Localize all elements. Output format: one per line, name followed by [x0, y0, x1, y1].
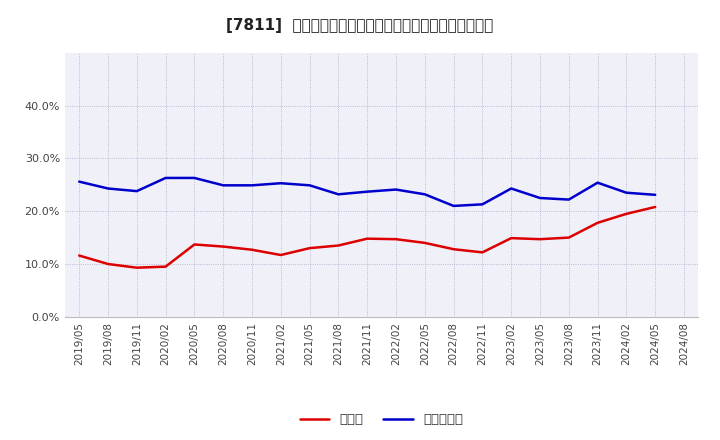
有利子負債 — [420, 192, 429, 197]
現預金 — [132, 265, 141, 270]
有利子負債 — [507, 186, 516, 191]
有利子負債 — [334, 192, 343, 197]
有利子負債 — [536, 195, 544, 201]
有利子負債 — [651, 192, 660, 198]
現預金 — [478, 250, 487, 255]
現預金 — [392, 237, 400, 242]
現預金 — [564, 235, 573, 240]
有利子負債 — [593, 180, 602, 185]
有利子負債 — [363, 189, 372, 194]
有利子負債 — [392, 187, 400, 192]
有利子負債 — [161, 175, 170, 180]
現預金 — [248, 247, 256, 253]
Text: [7811]  現預金、有利子負債の総資産に対する比率の推移: [7811] 現預金、有利子負債の総資産に対する比率の推移 — [226, 18, 494, 33]
現預金 — [305, 246, 314, 251]
Line: 有利子負債: 有利子負債 — [79, 178, 655, 206]
現預金 — [104, 261, 112, 267]
有利子負債 — [564, 197, 573, 202]
現預金 — [622, 211, 631, 216]
有利子負債 — [478, 202, 487, 207]
現預金 — [593, 220, 602, 225]
有利子負債 — [132, 188, 141, 194]
現預金 — [420, 240, 429, 246]
現預金 — [536, 237, 544, 242]
現預金 — [363, 236, 372, 241]
現預金 — [507, 235, 516, 241]
現預金 — [219, 244, 228, 249]
有利子負債 — [75, 179, 84, 184]
有利子負債 — [190, 175, 199, 180]
現預金 — [651, 204, 660, 209]
有利子負債 — [248, 183, 256, 188]
現預金 — [334, 243, 343, 248]
現預金 — [75, 253, 84, 258]
現預金 — [276, 253, 285, 258]
有利子負債 — [276, 180, 285, 186]
Line: 現預金: 現預金 — [79, 207, 655, 268]
現預金 — [190, 242, 199, 247]
有利子負債 — [622, 190, 631, 195]
有利子負債 — [104, 186, 112, 191]
有利子負債 — [219, 183, 228, 188]
Legend: 現預金, 有利子負債: 現預金, 有利子負債 — [295, 408, 468, 432]
現預金 — [449, 246, 458, 252]
有利子負債 — [449, 203, 458, 209]
現預金 — [161, 264, 170, 269]
有利子負債 — [305, 183, 314, 188]
